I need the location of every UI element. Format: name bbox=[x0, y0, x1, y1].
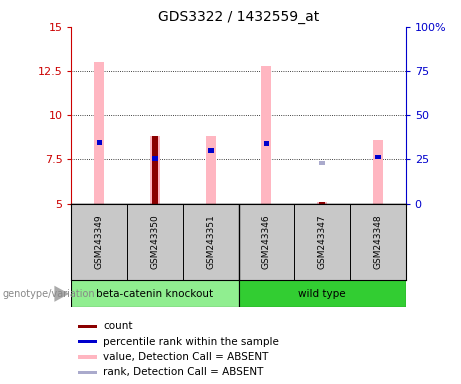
Text: GSM243350: GSM243350 bbox=[150, 215, 160, 269]
Bar bbox=[150, 136, 160, 204]
Polygon shape bbox=[54, 286, 69, 302]
Bar bbox=[264, 141, 269, 146]
Bar bbox=[96, 141, 102, 145]
Text: percentile rank within the sample: percentile rank within the sample bbox=[103, 337, 279, 347]
Bar bbox=[78, 371, 96, 374]
Text: value, Detection Call = ABSENT: value, Detection Call = ABSENT bbox=[103, 352, 269, 362]
Bar bbox=[95, 62, 104, 204]
Title: GDS3322 / 1432559_at: GDS3322 / 1432559_at bbox=[158, 10, 319, 25]
Bar bbox=[152, 136, 158, 204]
Bar bbox=[317, 202, 327, 204]
Text: GSM243347: GSM243347 bbox=[318, 215, 327, 269]
Text: wild type: wild type bbox=[298, 289, 346, 299]
Bar bbox=[261, 66, 272, 204]
Text: GSM243351: GSM243351 bbox=[206, 215, 215, 269]
Bar bbox=[152, 156, 158, 161]
Bar bbox=[373, 140, 383, 204]
Bar bbox=[208, 148, 213, 153]
Bar bbox=[206, 136, 216, 204]
Text: GSM243346: GSM243346 bbox=[262, 215, 271, 269]
Bar bbox=[319, 161, 325, 166]
Text: GSM243349: GSM243349 bbox=[95, 215, 104, 269]
Bar bbox=[319, 202, 325, 204]
Bar bbox=[239, 280, 406, 307]
Bar bbox=[375, 155, 381, 159]
Text: genotype/variation: genotype/variation bbox=[2, 289, 95, 299]
Bar bbox=[71, 280, 239, 307]
Text: beta-catenin knockout: beta-catenin knockout bbox=[96, 289, 213, 299]
Bar bbox=[78, 325, 96, 328]
Bar bbox=[78, 340, 96, 343]
Text: count: count bbox=[103, 321, 133, 331]
Text: GSM243348: GSM243348 bbox=[373, 215, 382, 269]
Bar bbox=[78, 356, 96, 359]
Text: rank, Detection Call = ABSENT: rank, Detection Call = ABSENT bbox=[103, 367, 264, 377]
